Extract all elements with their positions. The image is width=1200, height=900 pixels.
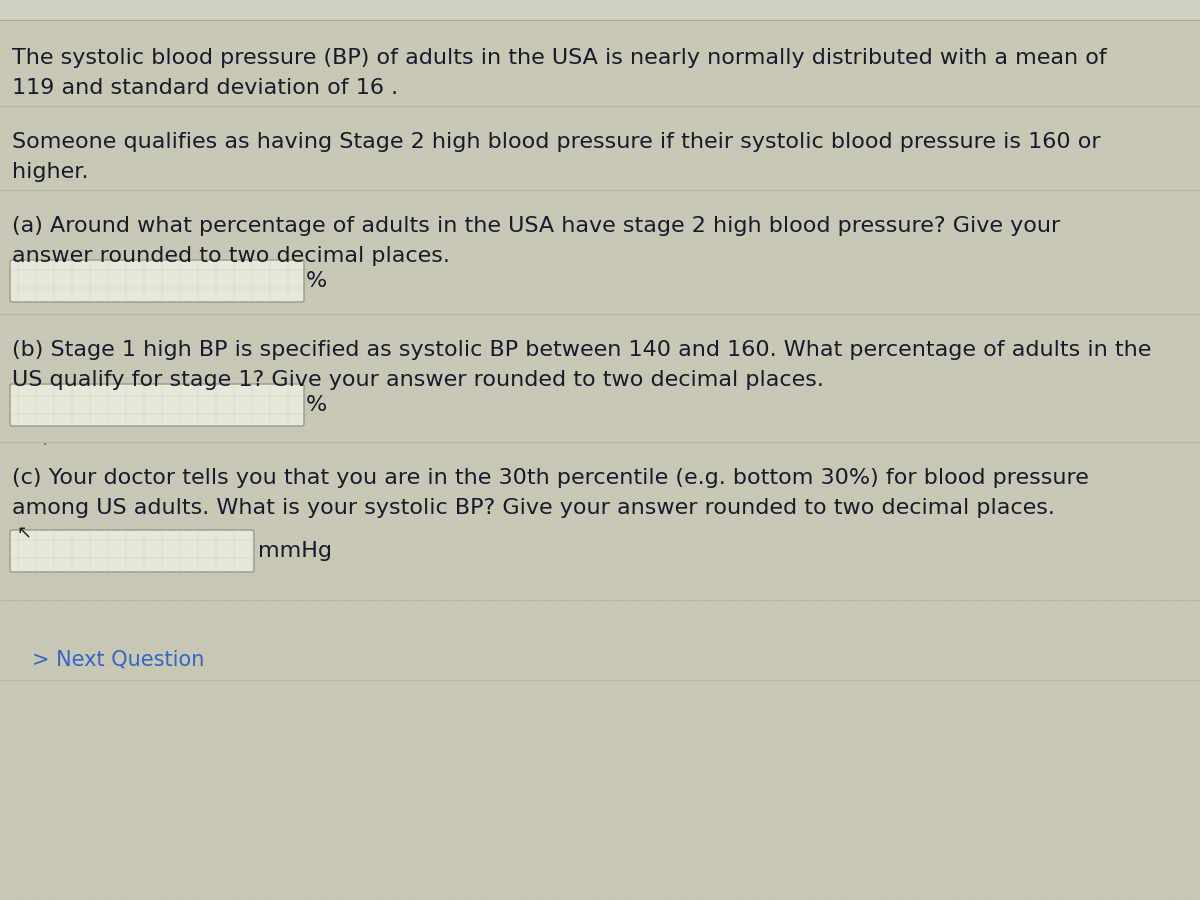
Bar <box>0 0 1200 20</box>
Text: %: % <box>306 271 328 291</box>
Text: (a) Around what percentage of adults in the USA have stage 2 high blood pressure: (a) Around what percentage of adults in … <box>12 216 1061 236</box>
Text: mmHg: mmHg <box>258 541 332 561</box>
Text: US qualify for stage 1? Give your answer rounded to two decimal places.: US qualify for stage 1? Give your answer… <box>12 370 824 390</box>
Text: (c) Your doctor tells you that you are in the 30th percentile (e.g. bottom 30%) : (c) Your doctor tells you that you are i… <box>12 468 1088 488</box>
Text: Someone qualifies as having Stage 2 high blood pressure if their systolic blood : Someone qualifies as having Stage 2 high… <box>12 132 1100 152</box>
Text: %: % <box>306 395 328 415</box>
Text: higher.: higher. <box>12 162 89 182</box>
Text: (b) Stage 1 high BP is specified as systolic BP between 140 and 160. What percen: (b) Stage 1 high BP is specified as syst… <box>12 340 1151 360</box>
Text: ↖: ↖ <box>16 524 31 542</box>
Text: The systolic blood pressure (BP) of adults in the USA is nearly normally distrib: The systolic blood pressure (BP) of adul… <box>12 48 1106 68</box>
Text: answer rounded to two decimal places.: answer rounded to two decimal places. <box>12 246 450 266</box>
FancyBboxPatch shape <box>10 260 304 302</box>
Text: ·: · <box>42 438 47 452</box>
FancyBboxPatch shape <box>10 384 304 426</box>
Text: 119 and standard deviation of 16 .: 119 and standard deviation of 16 . <box>12 78 398 98</box>
Text: > Next Question: > Next Question <box>32 650 204 670</box>
FancyBboxPatch shape <box>10 530 254 572</box>
Text: among US adults. What is your systolic BP? Give your answer rounded to two decim: among US adults. What is your systolic B… <box>12 498 1055 518</box>
